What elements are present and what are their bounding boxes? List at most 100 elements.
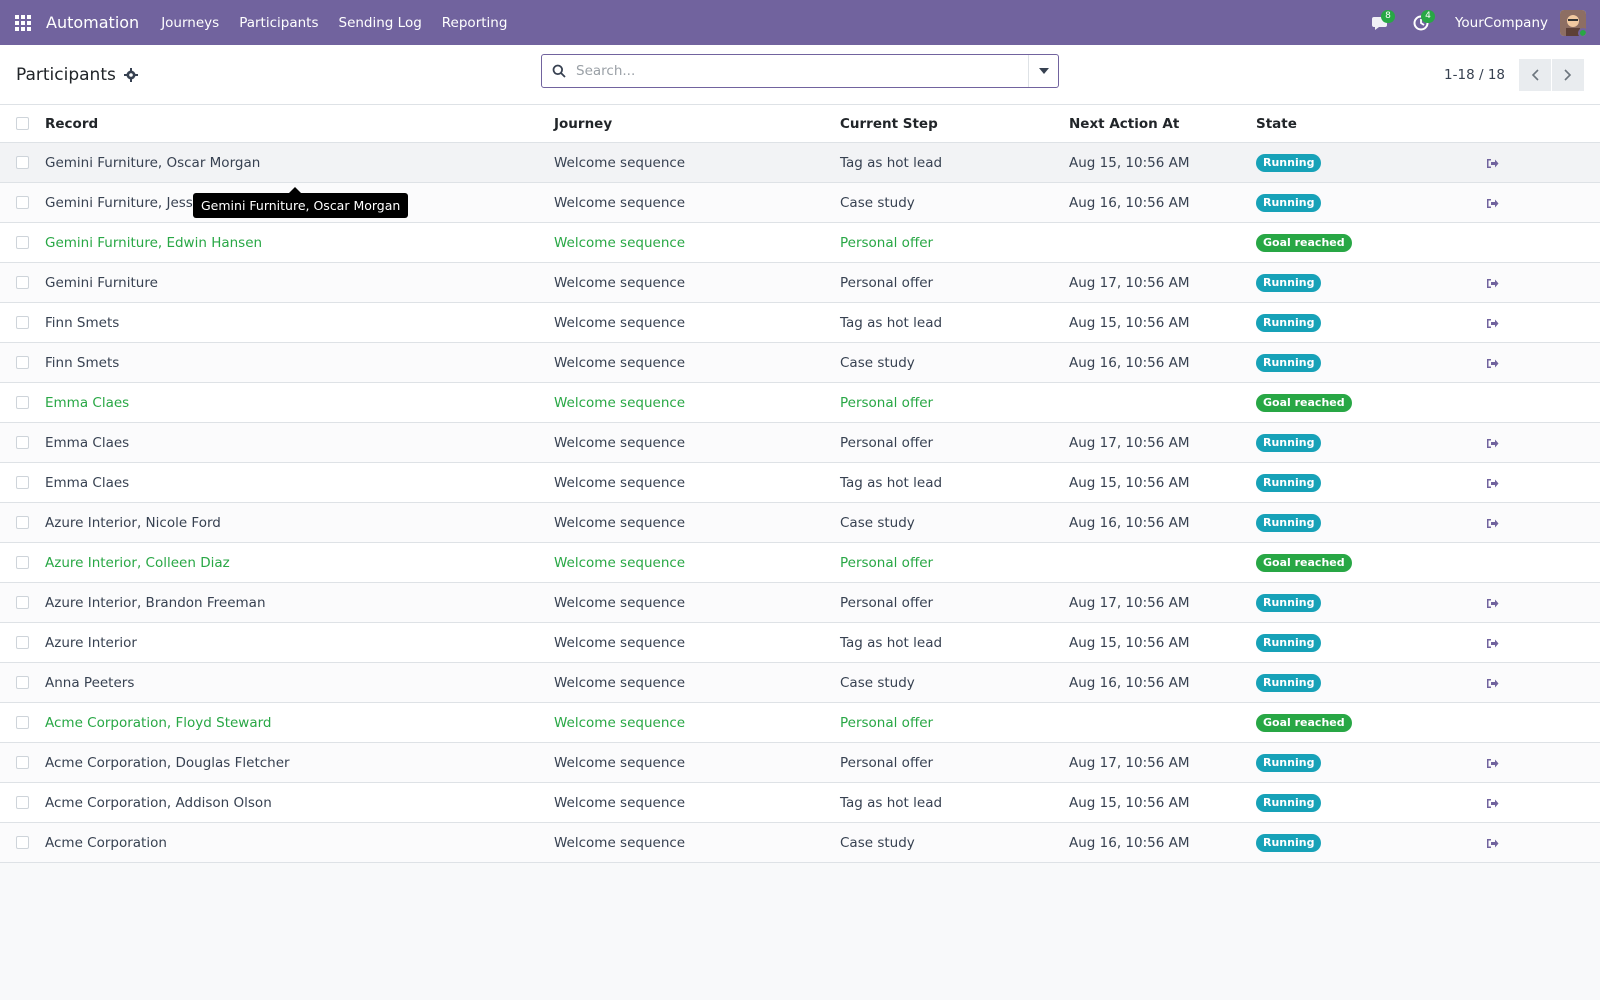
table-row[interactable]: Emma Claes Welcome sequence Tag as hot lea… (0, 463, 1600, 503)
state-badge: Goal reached (1256, 393, 1352, 412)
participants-list: Record Journey Current Step Next Action … (0, 105, 1600, 863)
cell-record: Acme Corporation, Floyd Steward (45, 714, 272, 731)
row-action-button[interactable] (1486, 197, 1499, 213)
table-row[interactable]: Anna Peeters Welcome sequence Case study Au… (0, 663, 1600, 703)
table-row[interactable]: Emma Claes Welcome sequence Personal offer… (0, 383, 1600, 423)
cell-record: Gemini Furniture (45, 274, 158, 291)
row-checkbox[interactable] (16, 516, 29, 529)
activities-button[interactable]: 4 (1401, 0, 1441, 45)
row-checkbox[interactable] (16, 756, 29, 769)
row-checkbox[interactable] (16, 836, 29, 849)
table-row[interactable]: Finn Smets Welcome sequence Tag as hot lea… (0, 303, 1600, 343)
pager-value[interactable]: 1-18 / 18 (1444, 67, 1505, 83)
sign-out-icon (1487, 679, 1499, 688)
cell-current-step: Personal offer (840, 594, 934, 611)
table-row[interactable]: Gemini Furniture Welcome sequence Personal… (0, 263, 1600, 303)
search-options-toggle[interactable] (1028, 55, 1058, 87)
table-row[interactable]: Azure Interior, Brandon Freeman Welcome s… (0, 583, 1600, 623)
search-button[interactable] (542, 64, 576, 78)
row-checkbox[interactable] (16, 356, 29, 369)
row-action-button[interactable] (1486, 797, 1499, 813)
row-checkbox[interactable] (16, 276, 29, 289)
row-action-button[interactable] (1486, 437, 1499, 453)
row-checkbox[interactable] (16, 596, 29, 609)
table-row[interactable]: Azure Interior, Colleen Diaz Welcome sequ… (0, 543, 1600, 583)
pager-next-button[interactable] (1552, 59, 1584, 91)
state-badge: Running (1256, 513, 1322, 532)
table-row[interactable]: Acme Corporation, Addison Olson Welcome s… (0, 783, 1600, 823)
table-row[interactable]: Acme Corporation, Floyd Steward Welcome s… (0, 703, 1600, 743)
cell-journey: Welcome sequence (554, 274, 686, 291)
nav-item-journeys[interactable]: Journeys (161, 14, 220, 31)
cell-journey: Welcome sequence (554, 474, 686, 491)
cell-state: Running (1256, 633, 1322, 652)
table-row[interactable]: Acme Corporation Welcome sequence Case stu… (0, 823, 1600, 863)
row-checkbox[interactable] (16, 156, 29, 169)
column-header-state[interactable]: State (1256, 115, 1297, 132)
row-action-button[interactable] (1486, 837, 1499, 853)
select-all-checkbox[interactable] (16, 117, 29, 130)
sign-out-icon (1487, 479, 1499, 488)
cell-state: Running (1256, 353, 1322, 372)
row-checkbox[interactable] (16, 476, 29, 489)
row-action-button[interactable] (1486, 157, 1499, 173)
cell-journey: Welcome sequence (554, 634, 686, 651)
row-action-button[interactable] (1486, 637, 1499, 653)
column-header-journey[interactable]: Journey (554, 115, 613, 132)
cell-current-step: Tag as hot lead (840, 794, 943, 811)
row-checkbox[interactable] (16, 796, 29, 809)
activities-count-badge: 4 (1420, 10, 1435, 23)
cell-next-action-at: Aug 17, 10:56 AM (1069, 434, 1190, 451)
cell-record: Finn Smets (45, 314, 120, 331)
app-name[interactable]: Automation (46, 13, 140, 32)
row-action-button[interactable] (1486, 317, 1499, 333)
cell-journey: Welcome sequence (554, 154, 686, 171)
cell-current-step: Tag as hot lead (840, 154, 943, 171)
nav-item-reporting[interactable]: Reporting (441, 14, 508, 31)
nav-item-sending-log[interactable]: Sending Log (338, 14, 422, 31)
row-action-button[interactable] (1486, 677, 1499, 693)
table-row[interactable]: Azure Interior, Nicole Ford Welcome seque… (0, 503, 1600, 543)
column-header-current-step[interactable]: Current Step (840, 115, 938, 132)
row-action-button[interactable] (1486, 757, 1499, 773)
table-row[interactable]: Finn Smets Welcome sequence Case study Aug … (0, 343, 1600, 383)
row-action-button[interactable] (1486, 517, 1499, 533)
row-action-button[interactable] (1486, 357, 1499, 373)
row-checkbox[interactable] (16, 636, 29, 649)
row-action-button[interactable] (1486, 277, 1499, 293)
messages-button[interactable]: 8 (1361, 0, 1401, 45)
row-checkbox[interactable] (16, 436, 29, 449)
row-action-button[interactable] (1486, 597, 1499, 613)
top-navbar: Automation Journeys Participants Sending… (0, 0, 1600, 45)
table-row[interactable]: Emma Claes Welcome sequence Personal offer… (0, 423, 1600, 463)
user-avatar[interactable] (1560, 9, 1586, 36)
cell-journey: Welcome sequence (554, 714, 686, 731)
column-header-next-action-at[interactable]: Next Action At (1069, 115, 1180, 132)
row-checkbox[interactable] (16, 316, 29, 329)
row-checkbox[interactable] (16, 556, 29, 569)
cell-state: Goal reached (1256, 553, 1352, 572)
table-row[interactable]: Azure Interior Welcome sequence Tag as hot… (0, 623, 1600, 663)
cell-state: Running (1256, 513, 1322, 532)
cell-journey: Welcome sequence (554, 594, 686, 611)
company-switcher[interactable]: YourCompany (1454, 14, 1548, 31)
state-badge: Running (1256, 273, 1322, 292)
row-checkbox[interactable] (16, 716, 29, 729)
column-header-record[interactable]: Record (45, 115, 99, 132)
table-row[interactable]: Acme Corporation, Douglas Fletcher Welcom… (0, 743, 1600, 783)
pager-previous-button[interactable] (1519, 59, 1551, 91)
apps-menu-button[interactable] (0, 0, 46, 45)
table-row[interactable]: Gemini Furniture, Edwin Hansen Welcome se… (0, 223, 1600, 263)
row-checkbox[interactable] (16, 236, 29, 249)
sign-out-icon (1487, 439, 1499, 448)
cell-current-step: Personal offer (840, 234, 934, 251)
gear-icon[interactable] (123, 68, 138, 82)
row-checkbox[interactable] (16, 676, 29, 689)
search-icon (552, 64, 566, 78)
row-action-button[interactable] (1486, 477, 1499, 493)
nav-item-participants[interactable]: Participants (239, 14, 319, 31)
row-checkbox[interactable] (16, 396, 29, 409)
table-row[interactable]: Gemini Furniture, Oscar Morgan Welcome se… (0, 143, 1600, 183)
search-input[interactable] (576, 63, 1028, 79)
row-checkbox[interactable] (16, 196, 29, 209)
